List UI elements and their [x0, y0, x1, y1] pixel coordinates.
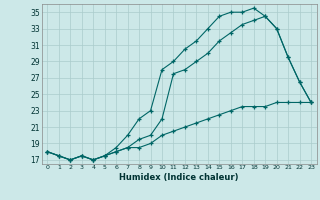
X-axis label: Humidex (Indice chaleur): Humidex (Indice chaleur) — [119, 173, 239, 182]
